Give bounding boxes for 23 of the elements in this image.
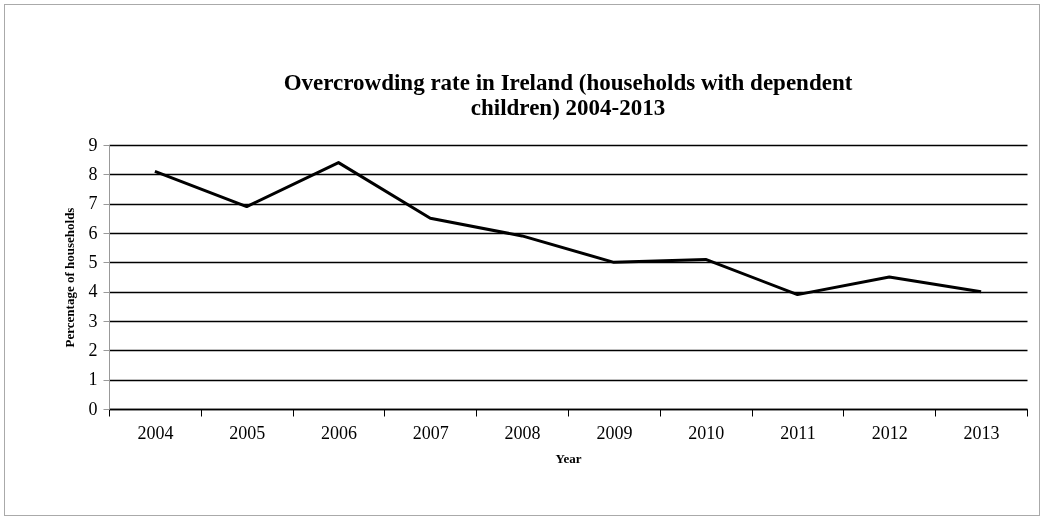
y-tick-label: 0 [88, 398, 98, 419]
y-tick-label: 9 [88, 134, 98, 155]
y-tick-label: 1 [88, 369, 98, 390]
x-tick-label: 2004 [137, 422, 174, 443]
y-tick-label: 5 [88, 251, 98, 272]
x-tick-label: 2009 [596, 422, 633, 443]
y-tick-label: 8 [88, 163, 98, 184]
x-tick-label: 2012 [871, 422, 908, 443]
y-tick-label: 7 [88, 193, 98, 214]
x-axis-title: Year [555, 450, 582, 466]
chart-title: Overcrowding rate in Ireland (households with dependent children) 2004-2013 [283, 70, 853, 120]
x-tick-label: 2008 [504, 422, 541, 443]
x-tick-label: 2010 [688, 422, 725, 443]
y-tick-label: 6 [88, 222, 98, 243]
x-tick-label: 2011 [780, 422, 816, 443]
y-axis-title: Percentage of households [61, 207, 77, 348]
y-tick-label: 2 [88, 339, 98, 360]
y-tick-label: 4 [88, 281, 98, 302]
x-tick-label: 2007 [412, 422, 449, 443]
y-tick-label: 3 [88, 310, 98, 331]
x-tick-label: 2013 [963, 422, 1000, 443]
x-tick-label: 2006 [321, 422, 357, 443]
x-tick-label: 2005 [229, 422, 266, 443]
